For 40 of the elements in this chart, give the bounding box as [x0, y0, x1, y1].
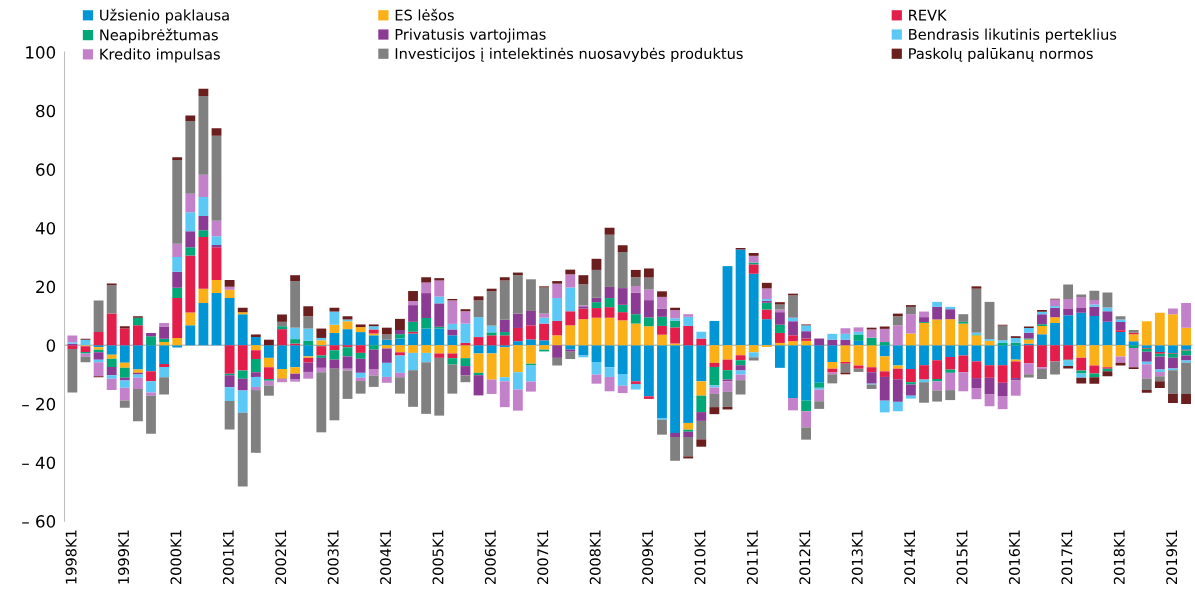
x-tick-label: 1999K1 [118, 530, 130, 584]
y-tick-label: 0 [46, 339, 56, 352]
y-tick-label: – 60 [22, 515, 56, 528]
x-tick-label: 2017K1 [1061, 530, 1073, 585]
legend-label: Investicijos į intelektinės nuosavybės produktus [395, 47, 743, 62]
x-tick-label: 2018K1 [1113, 530, 1125, 585]
x-tick-label: 2003K1 [327, 530, 339, 585]
legend-label: ES lėšos [395, 8, 454, 21]
x-tick-label: 2014K1 [904, 530, 916, 585]
legend-label: Paskolų palūkanų normos [909, 47, 1093, 62]
x-tick-label: 1998K1 [65, 530, 77, 584]
legend-label: REVK [909, 9, 947, 21]
x-tick-label: 2015K1 [956, 530, 968, 585]
x-tick-label: 2006K1 [484, 530, 496, 585]
x-tick-label: 2013K1 [851, 530, 863, 585]
y-tick-label: 80 [36, 104, 56, 118]
y-tick-label: 40 [35, 221, 56, 235]
x-tick-label: 2011K1 [746, 530, 758, 585]
x-tick-label: 2004K1 [380, 530, 392, 585]
x-tick-label: 2016K1 [1008, 530, 1020, 585]
x-tick-label: 2019K1 [1166, 530, 1178, 585]
x-tick-label: 2002K1 [275, 530, 287, 585]
x-tick-label: 2007K1 [537, 530, 549, 585]
legend-label: Kredito impulsas [100, 48, 220, 63]
y-tick-label: – 40 [22, 456, 56, 470]
legend-label: Neapibrėžtumas [100, 28, 218, 44]
x-tick-label: 2008K1 [589, 530, 601, 585]
y-tick-label: 60 [36, 163, 56, 176]
x-tick-label: 2001K1 [222, 530, 234, 585]
x-tick-label: 2005K1 [432, 530, 444, 585]
x-tick-label: 2009K1 [642, 530, 654, 585]
x-tick-label: 2010K1 [694, 530, 706, 585]
legend-label: Užsienio paklausa [100, 8, 229, 24]
legend-label: Bendrasis likutinis perteklius [909, 28, 1117, 43]
x-tick-label: 2012K1 [799, 530, 811, 585]
y-tick-label: – 20 [22, 397, 56, 411]
legend-label: Privatusis vartojimas [395, 28, 546, 43]
y-tick-label: 20 [36, 280, 56, 294]
y-tick-label: 100 [26, 46, 56, 59]
x-tick-label: 2000K1 [170, 530, 182, 585]
